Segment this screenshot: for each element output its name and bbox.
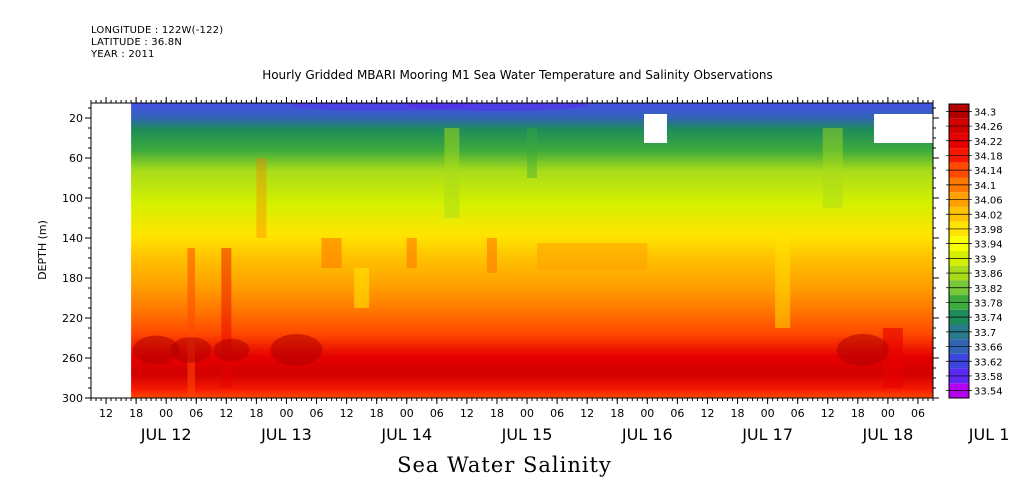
variable-label: Sea Water Salinity (397, 453, 612, 477)
x-tick-label: 12 (700, 407, 714, 420)
x-tick-label: 06 (550, 407, 564, 420)
x-tick-label: 06 (911, 407, 925, 420)
x-tick-label: 18 (490, 407, 504, 420)
colorbar-label: 34.06 (974, 196, 1003, 207)
x-tick-label: 12 (340, 407, 354, 420)
colorbar-label: 33.62 (974, 357, 1003, 368)
heatmap-field (91, 103, 933, 398)
field-streak-1 (221, 248, 232, 388)
field-streak-11 (822, 128, 843, 208)
x-day-label: JUL 19 (968, 425, 1009, 444)
x-tick-label: 18 (129, 407, 143, 420)
colorbar-label: 33.78 (974, 298, 1003, 309)
x-day-label: JUL 12 (140, 425, 192, 444)
field-streak-6 (444, 128, 460, 218)
missing-data-left (91, 103, 132, 398)
x-tick-label: 06 (791, 407, 805, 420)
field-core-1 (170, 337, 213, 363)
colorbar-label: 34.3 (974, 107, 996, 118)
x-day-label: JUL 17 (741, 425, 793, 444)
field-streak-5 (406, 238, 417, 268)
x-tick-label: 18 (249, 407, 263, 420)
x-tick-label: 18 (851, 407, 865, 420)
colorbar-label: 33.7 (974, 328, 996, 339)
colorbar: 34.3 34.26 34.22 34.18 34.14 34.1 34.06 34.02 33… (946, 103, 1003, 399)
missing-data-gap (874, 114, 933, 143)
y-tick-label: 100 (62, 192, 83, 205)
x-tick-label: 18 (370, 407, 384, 420)
chart-title: Hourly Gridded MBARI Mooring M1 Sea Wate… (262, 68, 773, 82)
y-tick-label: 220 (62, 312, 83, 325)
field-streak-12 (882, 328, 903, 388)
colorbar-label: 34.26 (974, 122, 1003, 133)
colorbar-label: 34.1 (974, 181, 996, 192)
x-tick-label: 00 (520, 407, 534, 420)
x-day-label: JUL 14 (380, 425, 432, 444)
colorbar-label: 34.14 (974, 166, 1003, 177)
field-streak-10 (775, 228, 791, 328)
x-tick-label: 00 (761, 407, 775, 420)
y-tick-label: 180 (62, 272, 83, 285)
x-tick-label: 12 (219, 407, 233, 420)
field-streak-9 (537, 243, 648, 270)
colorbar-label: 33.82 (974, 284, 1003, 295)
x-day-label: JUL 15 (501, 425, 553, 444)
x-tick-label: 12 (460, 407, 474, 420)
x-day-label: JUL 13 (260, 425, 312, 444)
colorbar-label: 33.58 (974, 372, 1003, 383)
field-core-4 (836, 334, 889, 366)
x-tick-label: 06 (310, 407, 324, 420)
field-streak-3 (321, 238, 342, 268)
y-axis-label: DEPTH (m) (36, 220, 49, 280)
colorbar-label: 34.02 (974, 210, 1003, 221)
x-tick-label: 06 (189, 407, 203, 420)
x-tick-label: 00 (279, 407, 293, 420)
x-tick-label: 00 (400, 407, 414, 420)
colorbar-label: 34.18 (974, 151, 1003, 162)
x-tick-label: 12 (99, 407, 113, 420)
x-tick-label: 00 (159, 407, 173, 420)
colorbar-frame (948, 103, 970, 399)
field-streak-0 (187, 248, 195, 398)
y-tick-label: 60 (69, 152, 83, 165)
field-surface-1 (406, 103, 587, 111)
field-core-0 (132, 335, 180, 365)
colorbar-label: 33.9 (974, 254, 996, 265)
x-tick-label: 12 (821, 407, 835, 420)
y-tick-label: 140 (62, 232, 83, 245)
colorbar-label: 33.74 (974, 313, 1003, 324)
field-streak-4 (354, 268, 370, 308)
y-tick-label: 300 (62, 392, 83, 405)
colorbar-label: 33.86 (974, 269, 1003, 280)
x-tick-label: 00 (640, 407, 654, 420)
field-streak-2 (256, 158, 267, 238)
x-tick-label: 12 (580, 407, 594, 420)
x-tick-label: 18 (731, 407, 745, 420)
colorbar-label: 33.66 (974, 343, 1003, 354)
y-tick-label: 20 (69, 112, 83, 125)
field-core-2 (213, 338, 250, 362)
latitude-label: LATITUDE : 36.8N (91, 37, 183, 48)
colorbar-label: 33.94 (974, 240, 1003, 251)
colorbar-label: 34.22 (974, 137, 1003, 148)
longitude-label: LONGITUDE : 122W(-122) (91, 25, 224, 36)
x-tick-label: 18 (610, 407, 624, 420)
x-day-label: JUL 18 (861, 425, 913, 444)
x-day-label: JUL 16 (621, 425, 673, 444)
x-tick-label: 00 (881, 407, 895, 420)
colorbar-label: 33.98 (974, 225, 1003, 236)
x-tick-label: 06 (670, 407, 684, 420)
colorbar-label: 33.54 (974, 387, 1003, 398)
x-tick-label: 06 (430, 407, 444, 420)
missing-data-gap (644, 114, 667, 143)
field-streak-8 (527, 128, 538, 178)
field-streak-7 (486, 238, 497, 273)
field-core-3 (270, 334, 323, 366)
y-tick-label: 260 (62, 352, 83, 365)
year-label: YEAR : 2011 (91, 49, 155, 60)
